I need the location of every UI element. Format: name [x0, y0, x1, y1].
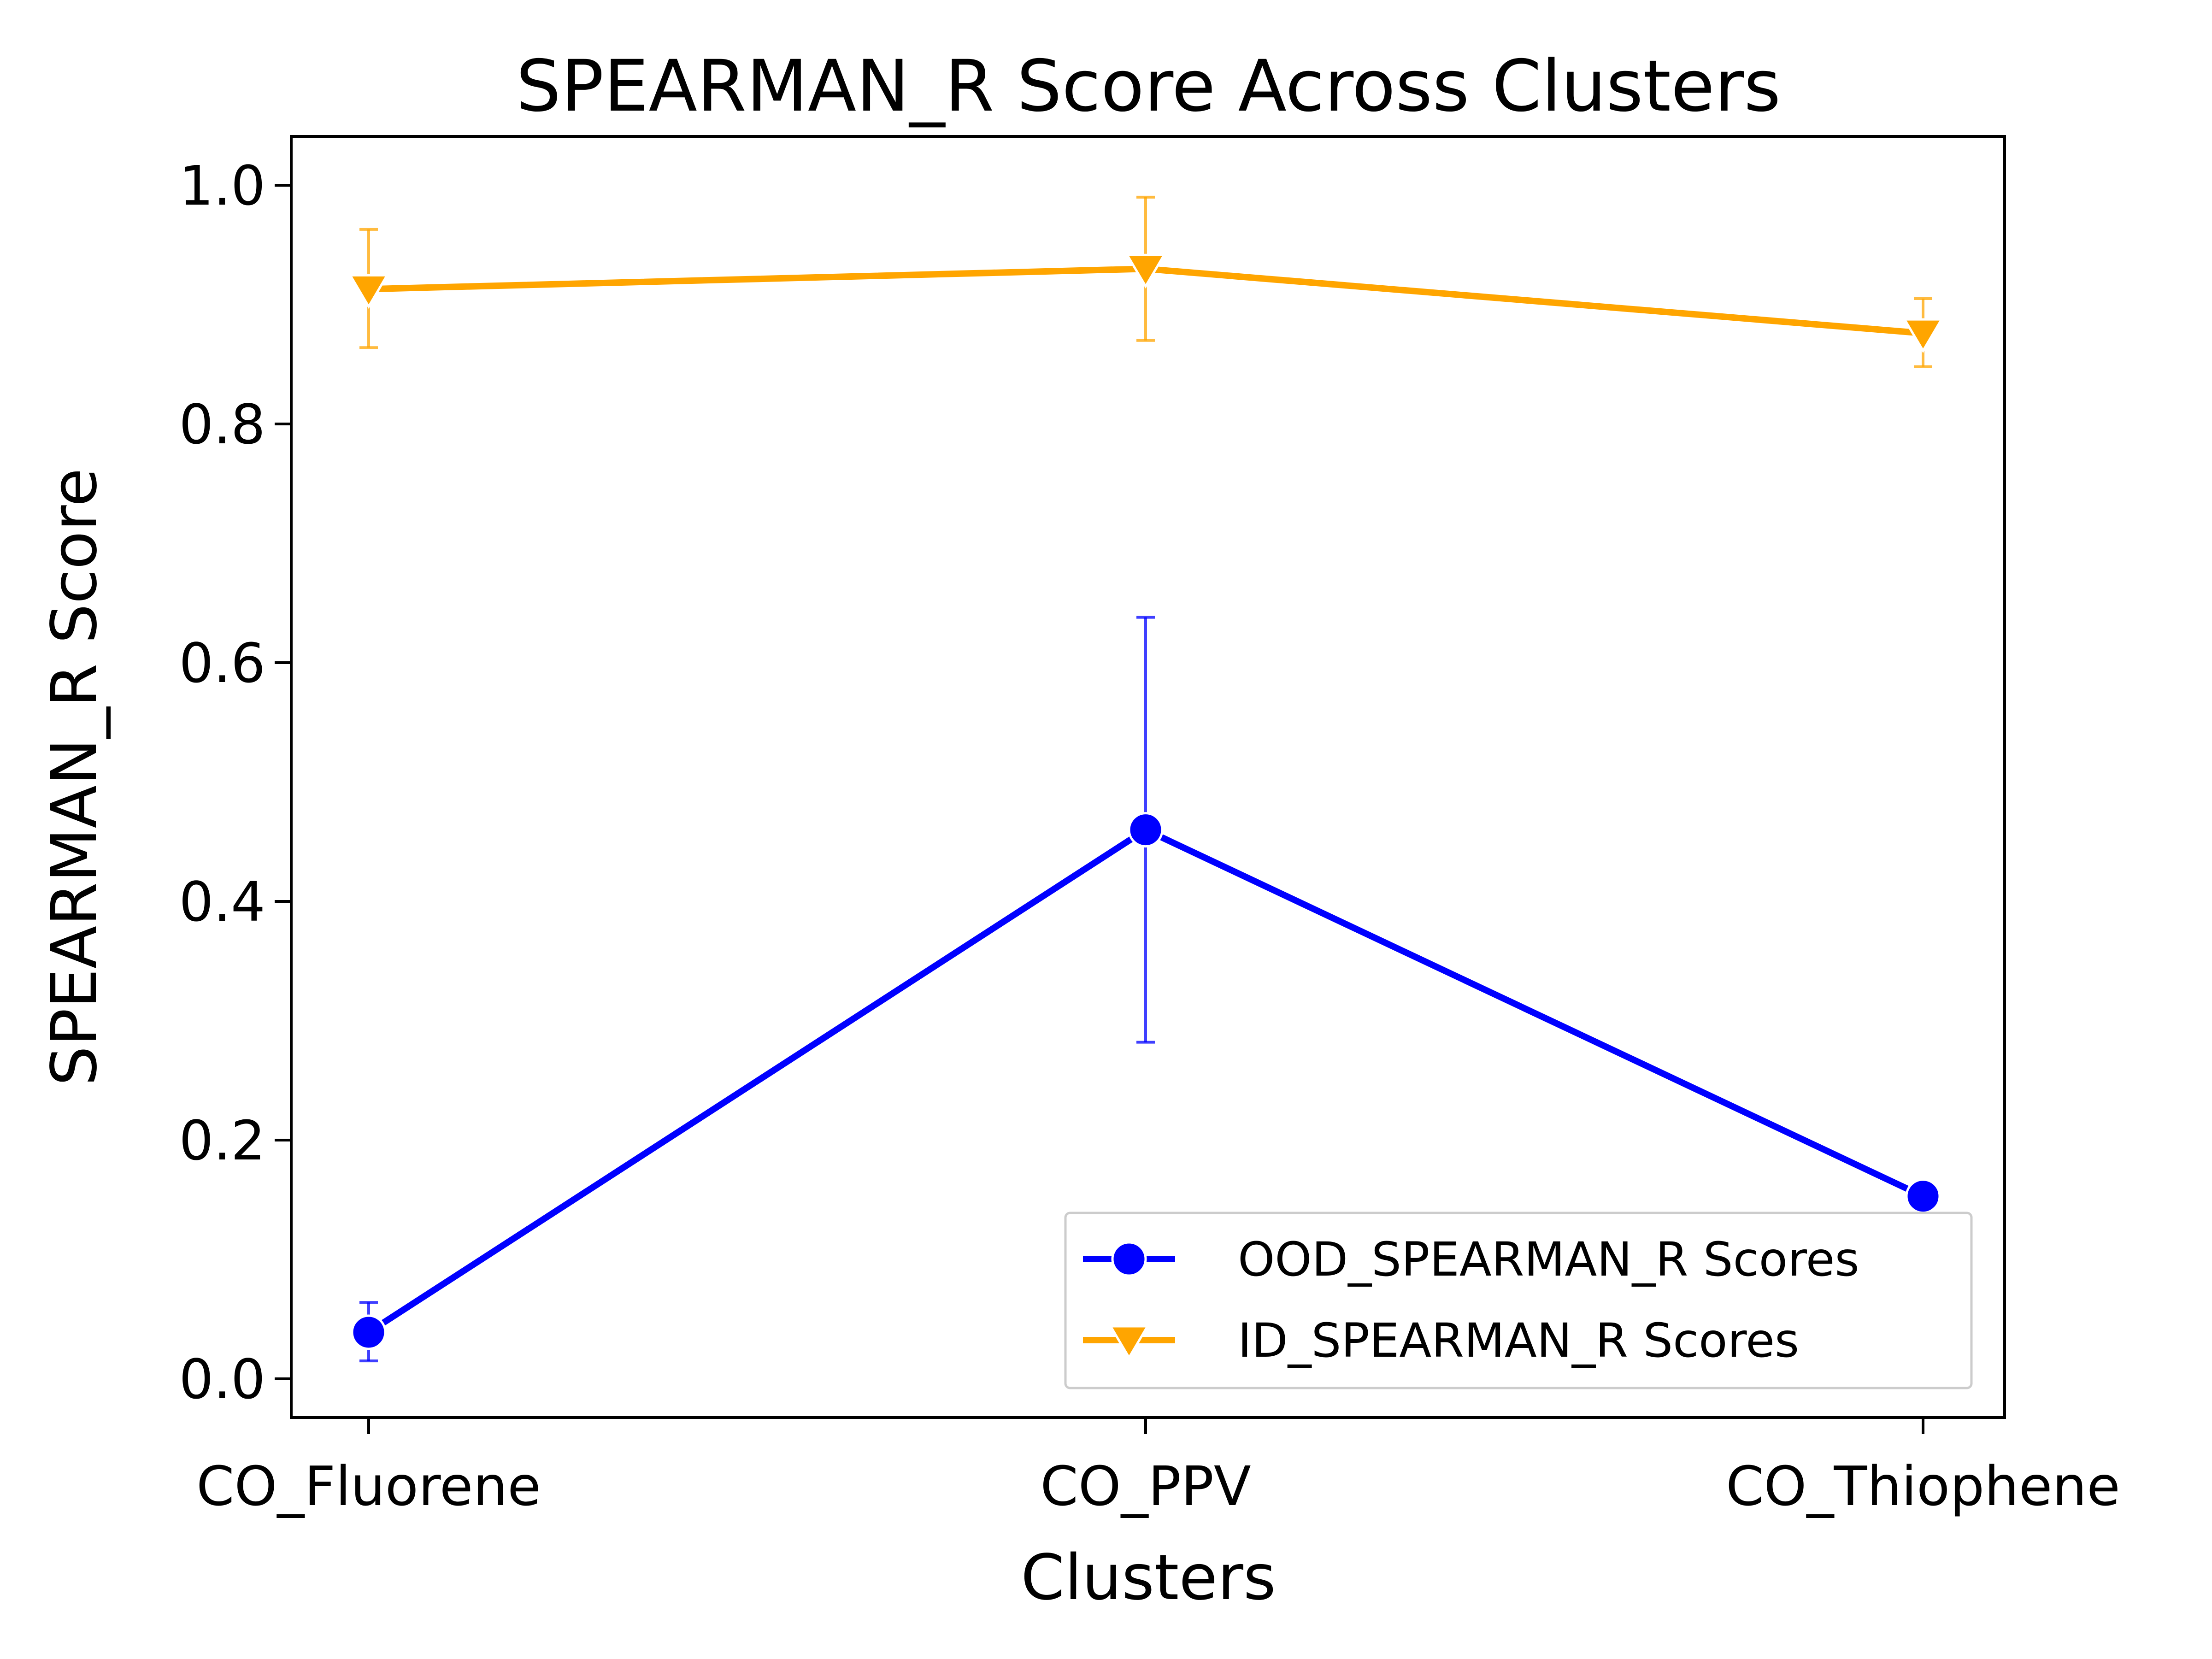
x-tick-label: CO_Thiophene [1726, 1454, 2120, 1518]
y-tick-label: 0.2 [179, 1109, 265, 1172]
legend-label: ID_SPEARMAN_R Scores [1238, 1313, 1799, 1368]
y-axis-label: SPEARMAN_R Score [38, 468, 111, 1086]
axis-ticks: 0.0 0.2 0.4 0.6 0.8 1.0 CO_Fluorene CO_PPV CO_Th… [179, 154, 2120, 1518]
series-ood [351, 616, 1941, 1363]
data-point-ood [1128, 812, 1164, 848]
plot-frame [290, 135, 2006, 1419]
legend-box [1064, 1212, 1973, 1389]
x-tick-label: CO_Fluorene [196, 1454, 541, 1518]
data-point-id [1902, 318, 1944, 353]
legend-marker [1111, 1241, 1147, 1277]
data-point-id [1125, 253, 1166, 289]
data-point-ood [1905, 1178, 1941, 1214]
x-axis-label: Clusters [1021, 1541, 1276, 1614]
y-tick-label: 1.0 [179, 154, 265, 218]
chart-title: SPEARMAN_R Score Across Clusters [516, 45, 1781, 128]
y-tick-label: 0.8 [179, 393, 265, 456]
legend-item-ood: OOD_SPEARMAN_R Scores [1083, 1232, 1859, 1287]
legend-marker [1108, 1325, 1150, 1360]
y-tick-label: 0.4 [179, 870, 265, 934]
legend-item-id: ID_SPEARMAN_R Scores [1083, 1313, 1799, 1368]
legend: OOD_SPEARMAN_R Scores ID_SPEARMAN_R Score… [1064, 1212, 1973, 1389]
legend-label: OOD_SPEARMAN_R Scores [1238, 1232, 1859, 1287]
x-tick-label: CO_PPV [1040, 1454, 1251, 1518]
y-tick-label: 0.0 [179, 1347, 265, 1411]
y-tick-label: 0.6 [179, 631, 265, 695]
plot-area [348, 195, 1944, 1363]
data-point-ood [351, 1314, 387, 1350]
series-id [348, 195, 1944, 368]
data-point-id [348, 274, 389, 309]
